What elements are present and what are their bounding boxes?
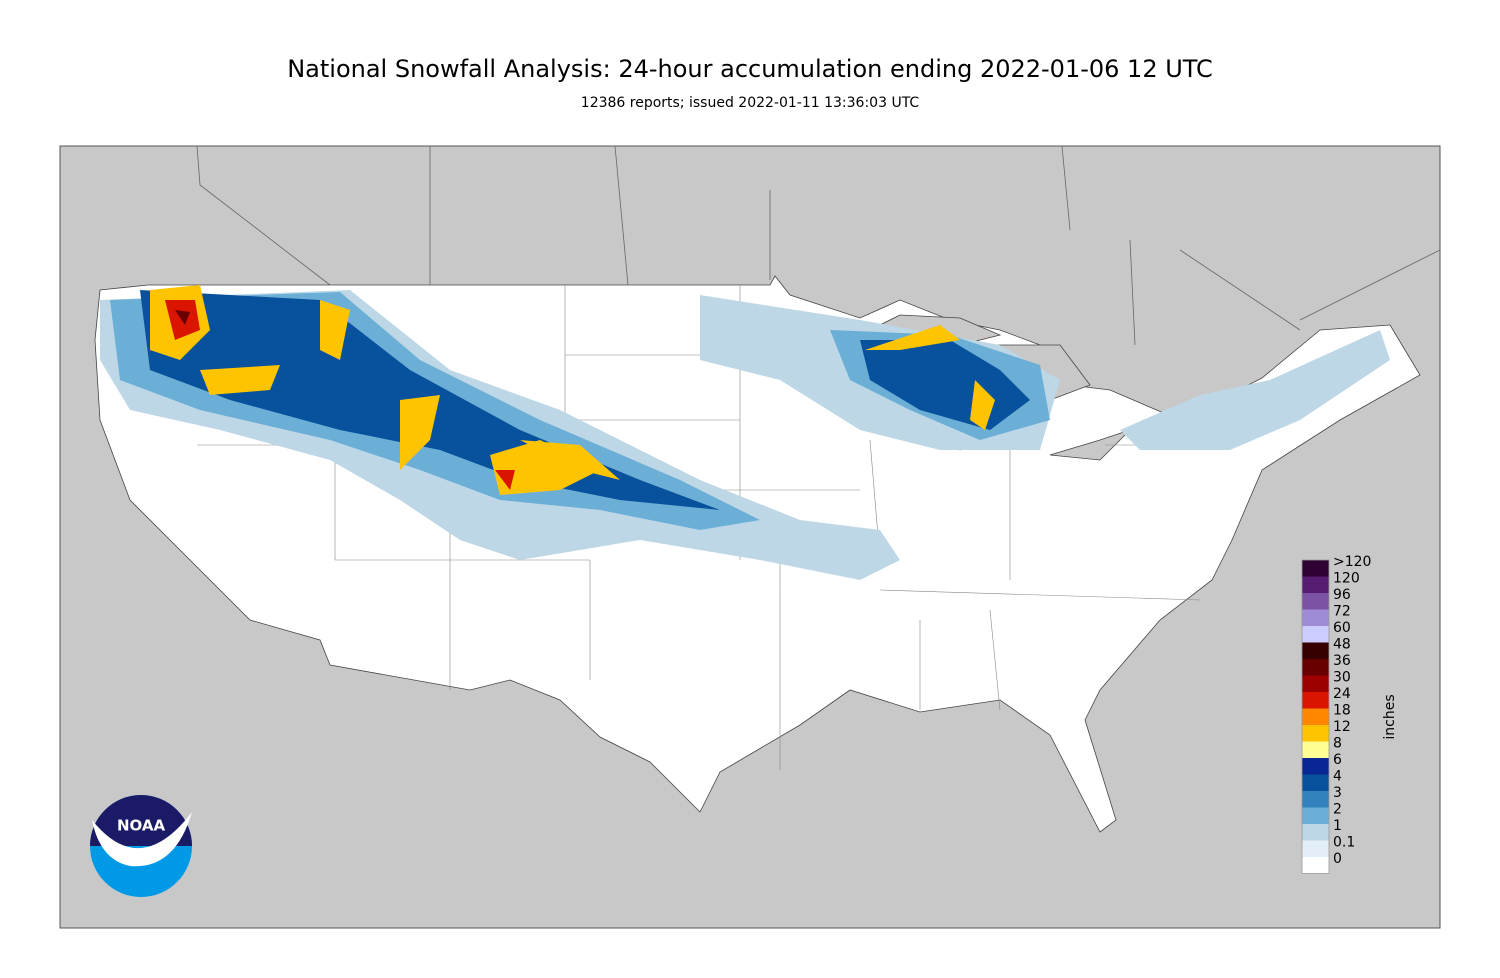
legend-label: 18 xyxy=(1333,703,1351,719)
legend-frame xyxy=(1301,559,1330,874)
legend-swatch xyxy=(1302,708,1329,725)
legend-swatch xyxy=(1302,725,1329,742)
legend-swatch xyxy=(1302,560,1329,577)
legend-swatch xyxy=(1302,642,1329,659)
legend-swatch xyxy=(1302,857,1329,874)
legend-label: 3 xyxy=(1333,785,1342,801)
legend-label: 0.1 xyxy=(1333,835,1355,851)
legend-label: 24 xyxy=(1333,686,1351,702)
legend-swatch xyxy=(1302,576,1329,593)
map xyxy=(59,145,1441,929)
snow-areas xyxy=(100,285,1390,580)
legend-label: 8 xyxy=(1333,736,1342,752)
legend-label: 6 xyxy=(1333,752,1342,768)
legend-label: 2 xyxy=(1333,802,1342,818)
legend-label: 0 xyxy=(1333,851,1342,867)
legend-swatch xyxy=(1302,840,1329,857)
title: National Snowfall Analysis: 24-hour accu… xyxy=(287,55,1213,83)
legend-label: 48 xyxy=(1333,637,1351,653)
legend-label: 96 xyxy=(1333,587,1351,603)
legend-swatch xyxy=(1302,774,1329,791)
legend-label: >120 xyxy=(1333,554,1371,570)
legend-swatch xyxy=(1302,626,1329,643)
legend-label: 1 xyxy=(1333,818,1342,834)
legend-swatch xyxy=(1302,741,1329,758)
legend-swatch xyxy=(1302,692,1329,709)
legend-swatch xyxy=(1302,675,1329,692)
legend-swatch xyxy=(1302,824,1329,841)
legend-swatch xyxy=(1302,593,1329,610)
legend-swatch xyxy=(1302,807,1329,824)
subtitle: 12386 reports; issued 2022-01-11 13:36:0… xyxy=(581,95,920,111)
legend-label: 72 xyxy=(1333,604,1351,620)
legend-swatch xyxy=(1302,791,1329,808)
legend-label: 36 xyxy=(1333,653,1351,669)
legend-label: 120 xyxy=(1333,571,1360,587)
legend-swatch xyxy=(1302,659,1329,676)
logo-text: NOAA xyxy=(117,817,166,835)
noaa-logo: NOAA xyxy=(90,795,192,897)
legend-swatch xyxy=(1302,609,1329,626)
legend-swatch xyxy=(1302,758,1329,775)
legend-label: 60 xyxy=(1333,620,1351,636)
legend-label: 12 xyxy=(1333,719,1351,735)
legend-unit: inches xyxy=(1382,694,1398,739)
legend-label: 30 xyxy=(1333,670,1351,686)
legend-label: 4 xyxy=(1333,769,1342,785)
